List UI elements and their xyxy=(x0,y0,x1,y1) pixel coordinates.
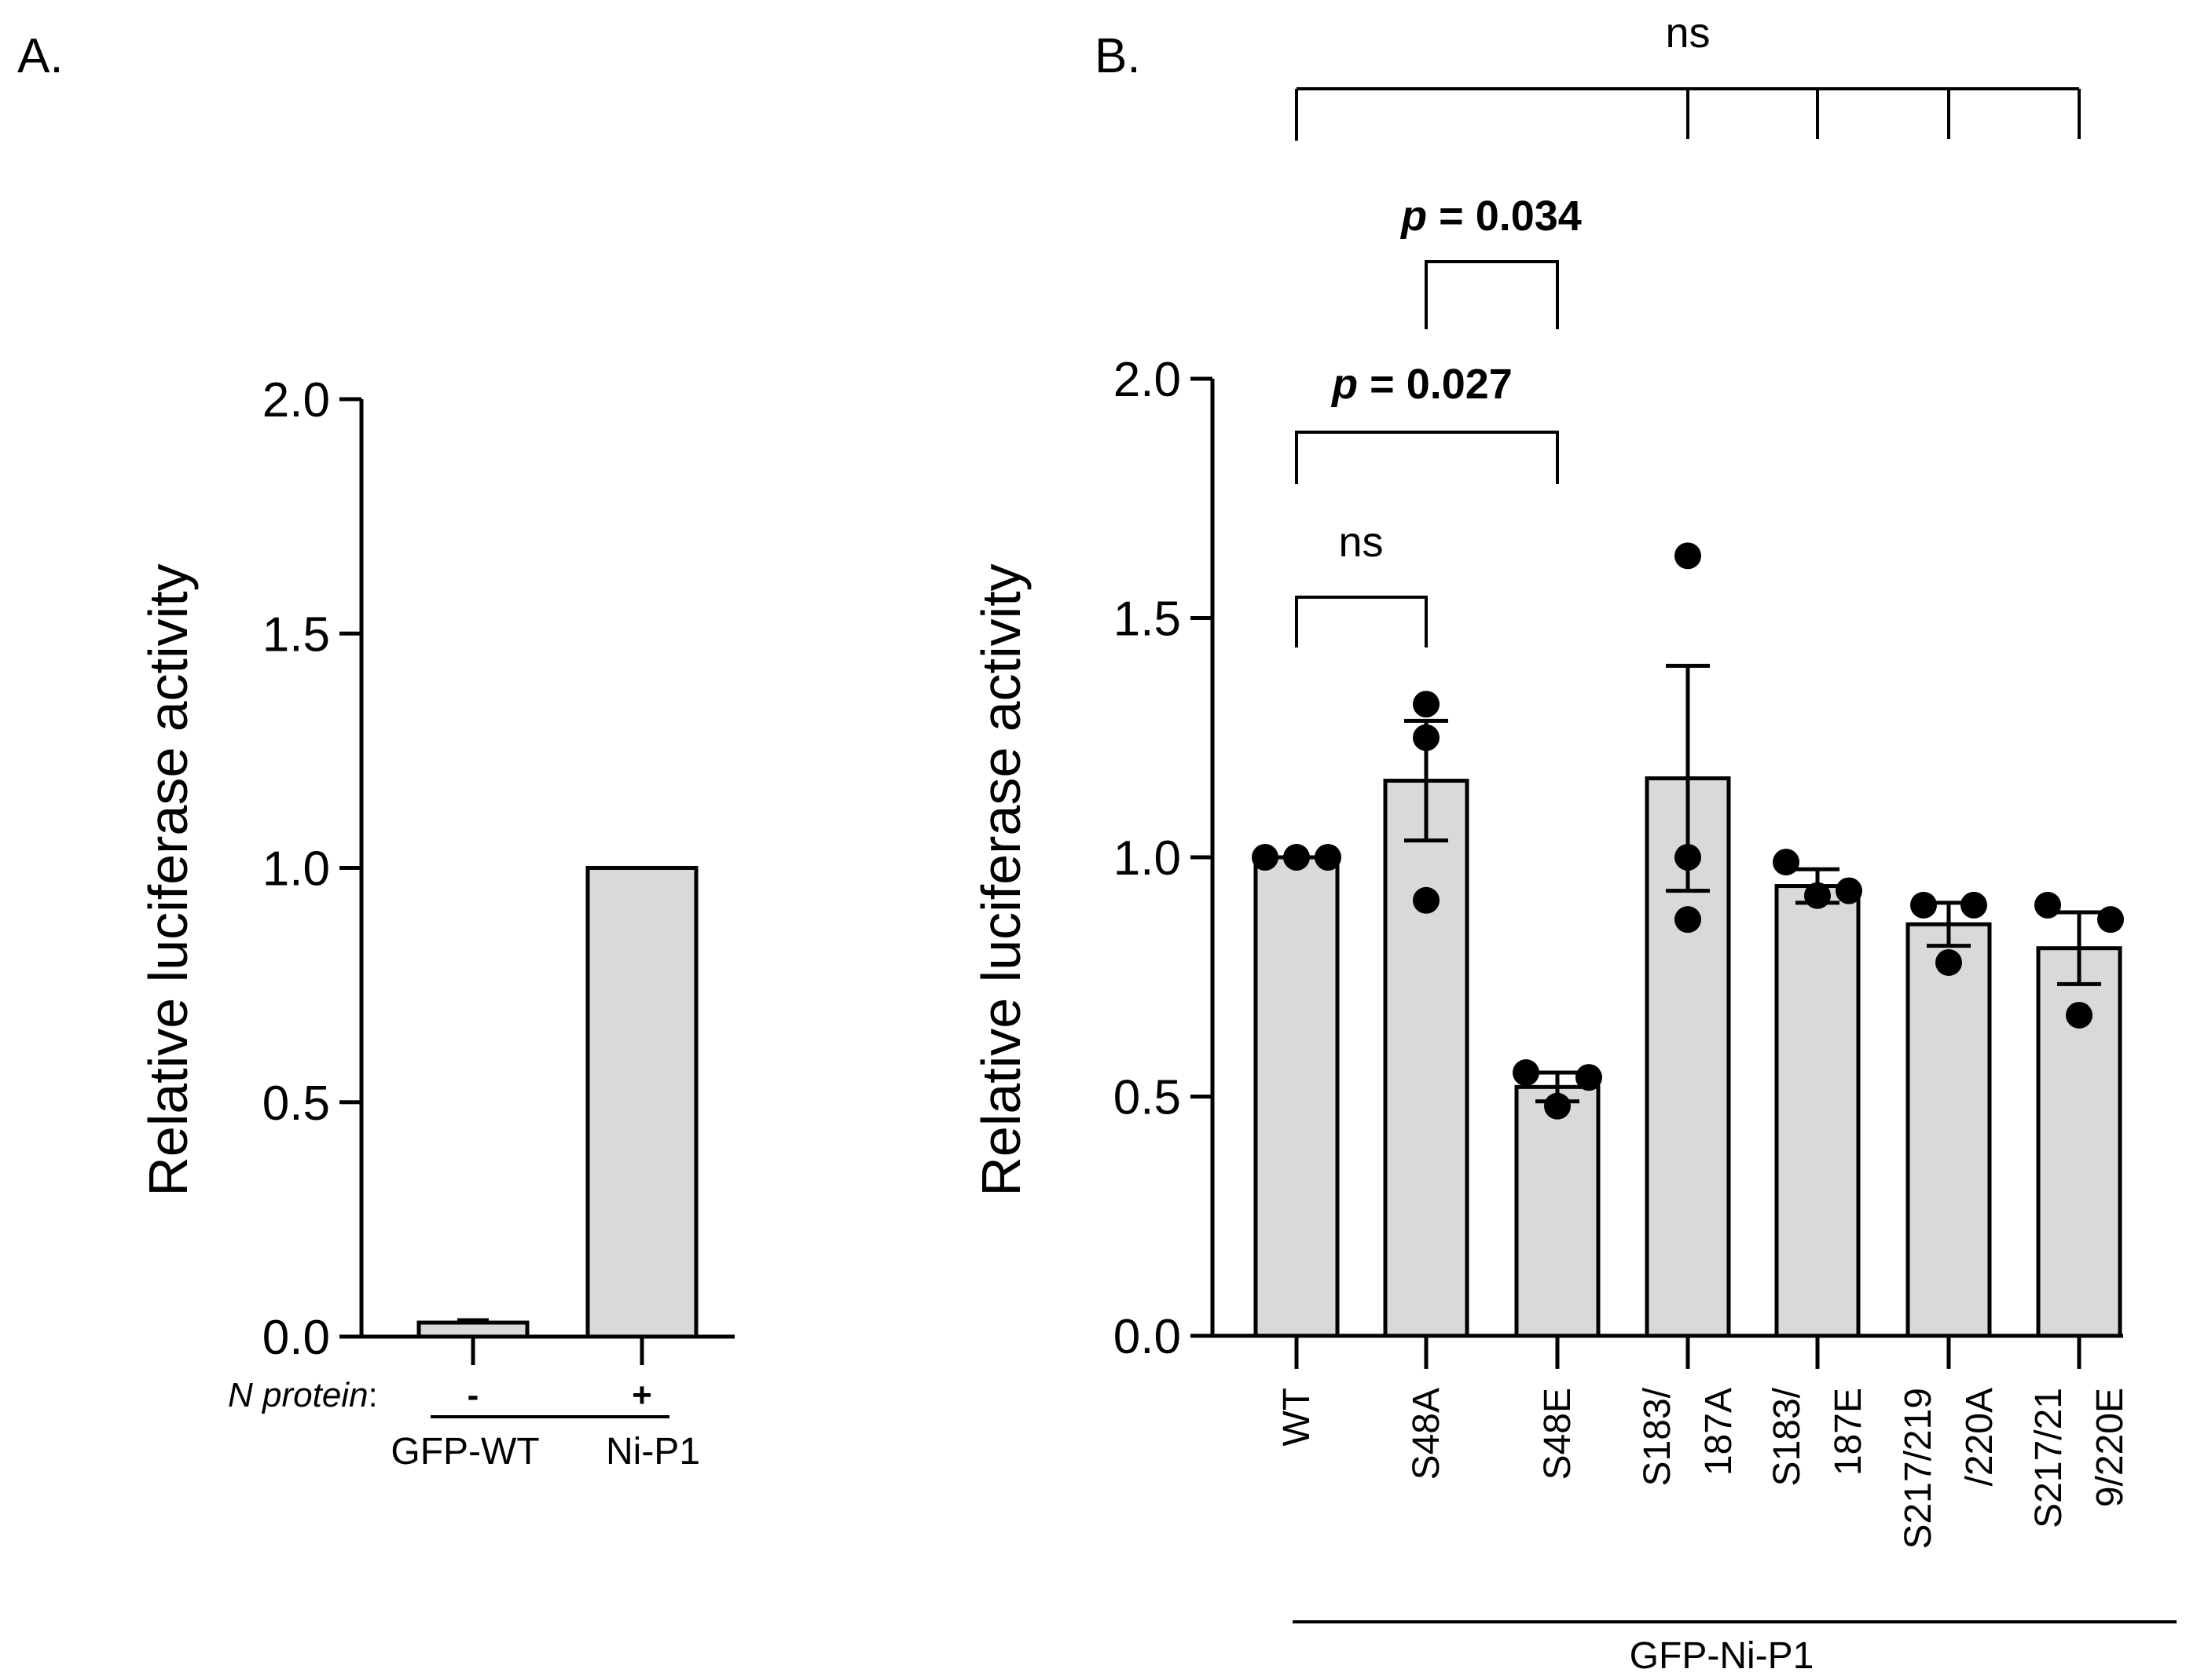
panel-a-row-value: + xyxy=(632,1376,652,1414)
panel-b-data-point xyxy=(1836,877,1862,904)
panel-b-bracket-ns-wt-s48a xyxy=(1295,596,1428,647)
panel-a-row-label-colon: : xyxy=(369,1376,378,1414)
panel-a-y-tick-label: 0.5 xyxy=(262,1077,330,1131)
panel-b-y-tick-label: 2.0 xyxy=(1113,353,1181,407)
panel-b: B. Relative luciferase activity 0.0 0.5 1.… xyxy=(970,9,2177,1677)
panel-b-data-point xyxy=(1544,1092,1571,1120)
panel-b-category-label: 9/220E xyxy=(2089,1388,2131,1507)
panel-b-category-label: S48E xyxy=(1537,1388,1579,1480)
panel-b-label: B. xyxy=(1095,29,1141,83)
panel-b-bar xyxy=(1774,884,1861,1338)
panel-b-bar xyxy=(1383,779,1469,1338)
panel-b-category-label: S217/219 xyxy=(1898,1388,1939,1550)
panel-b-y-tick-label: 0.0 xyxy=(1113,1310,1181,1364)
p-symbol: p xyxy=(1330,361,1370,408)
panel-b-data-point xyxy=(1674,906,1701,934)
panel-b-data-point xyxy=(2097,906,2124,934)
panel-b-data-point xyxy=(1674,542,1701,570)
panel-b-data-point xyxy=(1252,844,1278,871)
panel-b-y-tick-label: 1.0 xyxy=(1113,831,1181,886)
p-symbol: p xyxy=(1399,193,1439,240)
panel-b-data-point xyxy=(1773,849,1799,876)
panel-b-group-label: GFP-Ni-P1 xyxy=(1630,1635,1814,1677)
panel-b-data-point xyxy=(1960,891,1987,919)
panel-b-bracket-p034 xyxy=(1425,260,1559,329)
panel-a-label: A. xyxy=(17,29,64,83)
panel-b-annotation-p027: p = 0.027 xyxy=(1330,361,1513,408)
panel-b-category-label: /220A xyxy=(1959,1388,2001,1486)
panel-a-row-label-text: N protein xyxy=(228,1376,369,1414)
panel-a-y-tick-label: 0.0 xyxy=(262,1311,330,1365)
panel-b-category-label: S183/ xyxy=(1637,1387,1678,1486)
panel-b-bar xyxy=(1514,1084,1601,1338)
panel-a-bar xyxy=(585,866,699,1339)
panel-b-data-point xyxy=(1283,844,1310,871)
panel-b-data-point xyxy=(1413,886,1440,914)
panel-b-data-point xyxy=(1910,891,1937,919)
panel-a-y-axis-title: Relative luciferase activity xyxy=(138,563,199,1196)
panel-a: A. Relative luciferase activity 0.0 0.5 1.… xyxy=(17,29,735,1473)
panel-b-data-point xyxy=(1413,691,1440,718)
panel-b-category-label: WT xyxy=(1276,1388,1318,1447)
panel-a-y-tick-label: 1.0 xyxy=(262,842,330,897)
panel-a-category-label: GFP-WT xyxy=(391,1431,539,1473)
panel-a-row-value: - xyxy=(468,1376,479,1414)
panel-a-row-label: N protein: xyxy=(228,1376,378,1414)
panel-b-data-point xyxy=(1935,948,1962,976)
panel-a-y-tick-label: 2.0 xyxy=(262,373,330,427)
panel-a-bar xyxy=(416,1320,530,1339)
panel-b-category-label: S217/21 xyxy=(2028,1388,2070,1528)
panel-b-data-point xyxy=(2034,891,2061,919)
panel-b-category-label: 187A xyxy=(1698,1388,1740,1476)
panel-a-category-label: Ni-P1 xyxy=(606,1431,700,1473)
panel-b-category-label: S183/ xyxy=(1766,1387,1808,1486)
panel-b-bar xyxy=(1253,855,1340,1338)
panel-a-y-tick-label: 1.5 xyxy=(262,607,330,662)
panel-b-y-tick-label: 1.5 xyxy=(1113,592,1181,647)
panel-b-data-point xyxy=(1413,724,1440,751)
panel-b-category-label: S48A xyxy=(1406,1388,1447,1480)
panel-b-category-label: 187E xyxy=(1828,1388,1869,1476)
panel-b-bar xyxy=(1905,922,1992,1338)
panel-b-data-point xyxy=(2066,1001,2092,1029)
panel-b-annotation-p034: p = 0.034 xyxy=(1399,193,1582,240)
panel-b-data-point xyxy=(1804,882,1831,909)
panel-b-annotation-ns: ns xyxy=(1338,519,1383,566)
panel-b-y-axis-title: Relative luciferase activity xyxy=(970,563,1032,1196)
panel-b-data-point xyxy=(1315,844,1341,871)
panel-b-bracket-p027 xyxy=(1295,431,1559,484)
panel-b-y-tick-label: 0.5 xyxy=(1113,1071,1181,1125)
p-value: = 0.027 xyxy=(1370,361,1513,408)
p-value: = 0.034 xyxy=(1439,193,1582,240)
panel-b-annotation-ns-top: ns xyxy=(1665,9,1710,57)
panel-b-data-point xyxy=(1674,844,1701,871)
panel-b-data-point xyxy=(1575,1064,1602,1091)
panel-b-data-point xyxy=(1513,1059,1539,1087)
